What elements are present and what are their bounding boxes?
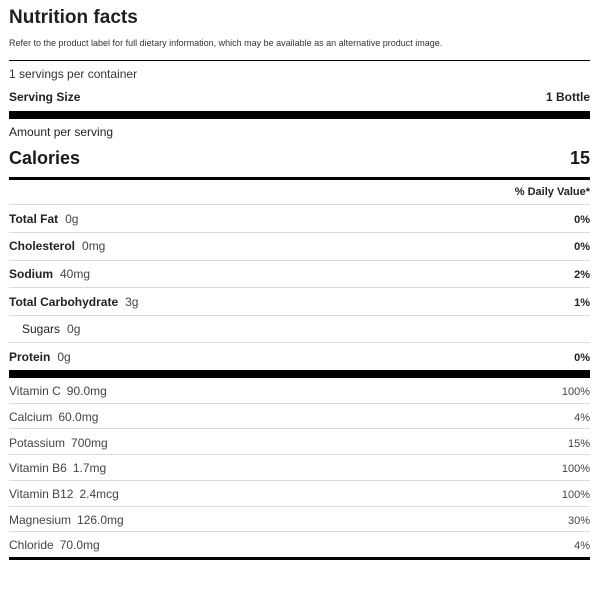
nutrient-row-sodium: Sodium 40mg 2% [9,267,590,281]
vitamin-row-potassium: Potassium 700mg 15% [9,436,590,450]
vitamin-name: Vitamin B6 [9,461,67,475]
vitamin-daily-value: 100% [561,386,590,398]
nutrition-title: Nutrition facts [9,7,138,28]
calories-value: 15 [569,148,590,168]
nutrition-disclaimer: Refer to the product label for full diet… [9,38,443,48]
vitamin-daily-value: 4% [574,412,590,424]
serving-size-row: Serving Size 1 Bottle [9,90,590,104]
medium-divider [9,177,590,180]
vitamin-amount: 1.7mg [72,461,107,475]
vitamin-row-vitamin-b12: Vitamin B12 2.4mcg 100% [9,487,590,501]
nutrient-name: Sugars [22,322,61,336]
nutrient-daily-value: 0% [574,352,590,364]
nutrient-amount: 0g [57,350,71,364]
calories-row: Calories 15 [9,148,590,169]
nutrient-row-cholesterol: Cholesterol 0mg 0% [9,239,590,253]
vitamin-amount: 70.0mg [59,538,100,552]
nutrient-name: Total Carbohydrate [9,295,119,309]
nutrient-amount: 40mg [60,267,91,281]
vitamin-row-vitamin-c: Vitamin C 90.0mg 100% [9,384,590,398]
nutrient-daily-value: 1% [574,297,590,309]
vitamin-name: Calcium [9,410,53,424]
bottom-divider [9,557,590,560]
vitamin-daily-value: 30% [567,515,590,527]
row-divider [9,315,590,316]
vitamin-daily-value: 4% [574,540,590,552]
nutrient-row-sugars: Sugars 0g [9,322,590,336]
nutrient-amount: 0g [65,212,79,226]
vitamin-name: Magnesium [9,513,72,527]
row-divider [9,506,590,507]
row-divider [9,287,590,288]
servings-per-container: 1 servings per container [9,67,138,81]
vitamin-amount: 2.4mcg [79,487,119,501]
vitamin-amount: 90.0mg [66,384,107,398]
vitamin-amount: 700mg [71,436,108,450]
nutrient-row-total-carbohydrate: Total Carbohydrate 3g 1% [9,295,590,309]
nutrient-name: Sodium [9,267,53,281]
thick-divider [9,370,590,378]
nutrient-daily-value: 0% [574,214,590,226]
vitamin-name: Vitamin B12 [9,487,74,501]
nutrient-amount: 3g [125,295,139,309]
vitamin-name: Chloride [9,538,54,552]
calories-label: Calories [9,148,81,168]
serving-size-value: 1 Bottle [545,90,590,104]
serving-size-label: Serving Size [9,90,81,104]
nutrient-row-protein: Protein 0g 0% [9,350,590,364]
row-divider [9,480,590,481]
daily-value-header: % Daily Value* [514,186,590,198]
vitamin-daily-value: 15% [567,438,590,450]
nutrient-name: Cholesterol [9,239,76,253]
amount-per-serving: Amount per serving [9,125,114,139]
vitamin-amount: 126.0mg [77,513,124,527]
vitamin-row-magnesium: Magnesium 126.0mg 30% [9,513,590,527]
vitamin-row-chloride: Chloride 70.0mg 4% [9,538,590,552]
vitamin-row-calcium: Calcium 60.0mg 4% [9,410,590,424]
nutrient-row-total-fat: Total Fat 0g 0% [9,212,590,226]
row-divider [9,454,590,455]
row-divider [9,342,590,343]
vitamin-daily-value: 100% [561,489,590,501]
nutrient-amount: 0mg [82,239,106,253]
nutrient-daily-value: 0% [574,241,590,253]
vitamin-amount: 60.0mg [58,410,99,424]
row-divider [9,403,590,404]
row-divider [9,531,590,532]
nutrient-daily-value: 2% [574,269,590,281]
row-divider [9,204,590,205]
vitamin-daily-value: 100% [561,463,590,475]
vitamin-row-vitamin-b6: Vitamin B6 1.7mg 100% [9,461,590,475]
thick-divider [9,111,590,119]
nutrient-amount: 0g [67,322,81,336]
row-divider [9,428,590,429]
nutrient-name: Protein [9,350,51,364]
row-divider [9,260,590,261]
divider [9,60,590,61]
vitamin-name: Vitamin C [9,384,61,398]
row-divider [9,232,590,233]
nutrient-name: Total Fat [9,212,59,226]
vitamin-name: Potassium [9,436,66,450]
